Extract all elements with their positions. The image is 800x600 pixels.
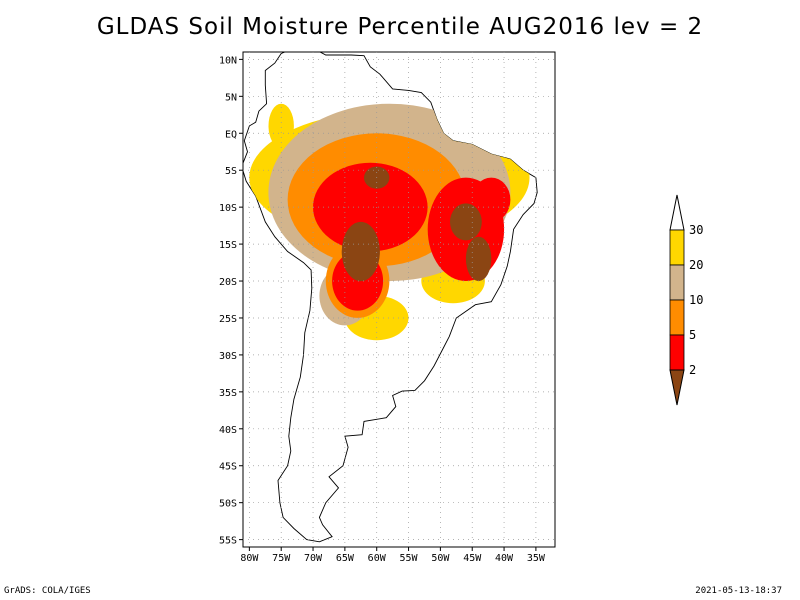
y-tick-label: 45S (219, 462, 237, 473)
y-tick-label: 20S (219, 277, 237, 288)
y-tick-label: 55S (219, 536, 237, 547)
legend-threshold-label: 2 (689, 363, 696, 377)
dry-region-2-5 (313, 162, 428, 252)
y-tick-label: EQ (225, 129, 237, 140)
x-tick-label: 80W (240, 553, 259, 564)
timestamp: 2021-05-13-18:37 (695, 586, 782, 596)
x-tick-label: 75W (272, 553, 291, 564)
map-title: GLDAS Soil Moisture Percentile AUG2016 l… (96, 14, 704, 40)
grads-credit: GrADS: COLA/IGES (4, 586, 91, 596)
plot-frame (242, 51, 556, 548)
x-tick-label: 50W (431, 553, 450, 564)
x-tick-label: 70W (304, 553, 323, 564)
legend-swatch-10-20 (669, 264, 685, 301)
y-tick-label: 35S (219, 388, 237, 399)
legend-threshold-label: 5 (689, 328, 696, 342)
percentile-field (249, 103, 530, 341)
x-tick-label: 55W (400, 553, 419, 564)
lat-lon-grid (243, 52, 555, 547)
y-tick-label: 50S (219, 499, 237, 510)
y-tick-label: 25S (219, 314, 237, 325)
dry-region-2-5 (472, 177, 511, 222)
legend-swatch-gt30 (669, 194, 685, 231)
legend-swatch-lt2 (669, 369, 685, 406)
legend-swatch-20-30 (669, 229, 685, 266)
x-tick-label: 60W (368, 553, 387, 564)
y-tick-label: 10N (219, 55, 237, 66)
axis-ticks: 80W 75W 70W 65W 60W 55W 50W 45W 40W 35W 10N 5N EQ 5S 1… (219, 55, 546, 564)
legend-swatch-2-5 (669, 334, 685, 371)
dry-region-lt2 (465, 236, 492, 282)
y-tick-label: 10S (219, 203, 237, 214)
legend-threshold-label: 20 (689, 258, 703, 272)
y-tick-label: 30S (219, 351, 237, 362)
y-tick-label: 15S (219, 240, 237, 251)
dry-region-lt2 (341, 221, 380, 282)
legend-swatch-5-10 (669, 299, 685, 336)
y-tick-label: 5S (225, 166, 237, 177)
legend-threshold-label: 10 (689, 293, 703, 307)
y-tick-label: 40S (219, 425, 237, 436)
x-tick-label: 35W (527, 553, 546, 564)
coastline (243, 52, 538, 543)
y-tick-label: 5N (225, 92, 237, 103)
dry-region-20-30 (268, 103, 294, 149)
dry-region-lt2 (450, 203, 482, 241)
x-tick-label: 45W (463, 553, 482, 564)
color-legend: 30 20 10 5 2 (669, 194, 703, 406)
legend-threshold-label: 30 (689, 223, 703, 237)
x-tick-label: 40W (495, 553, 514, 564)
percentile-cells (249, 103, 530, 341)
x-tick-label: 65W (336, 553, 355, 564)
